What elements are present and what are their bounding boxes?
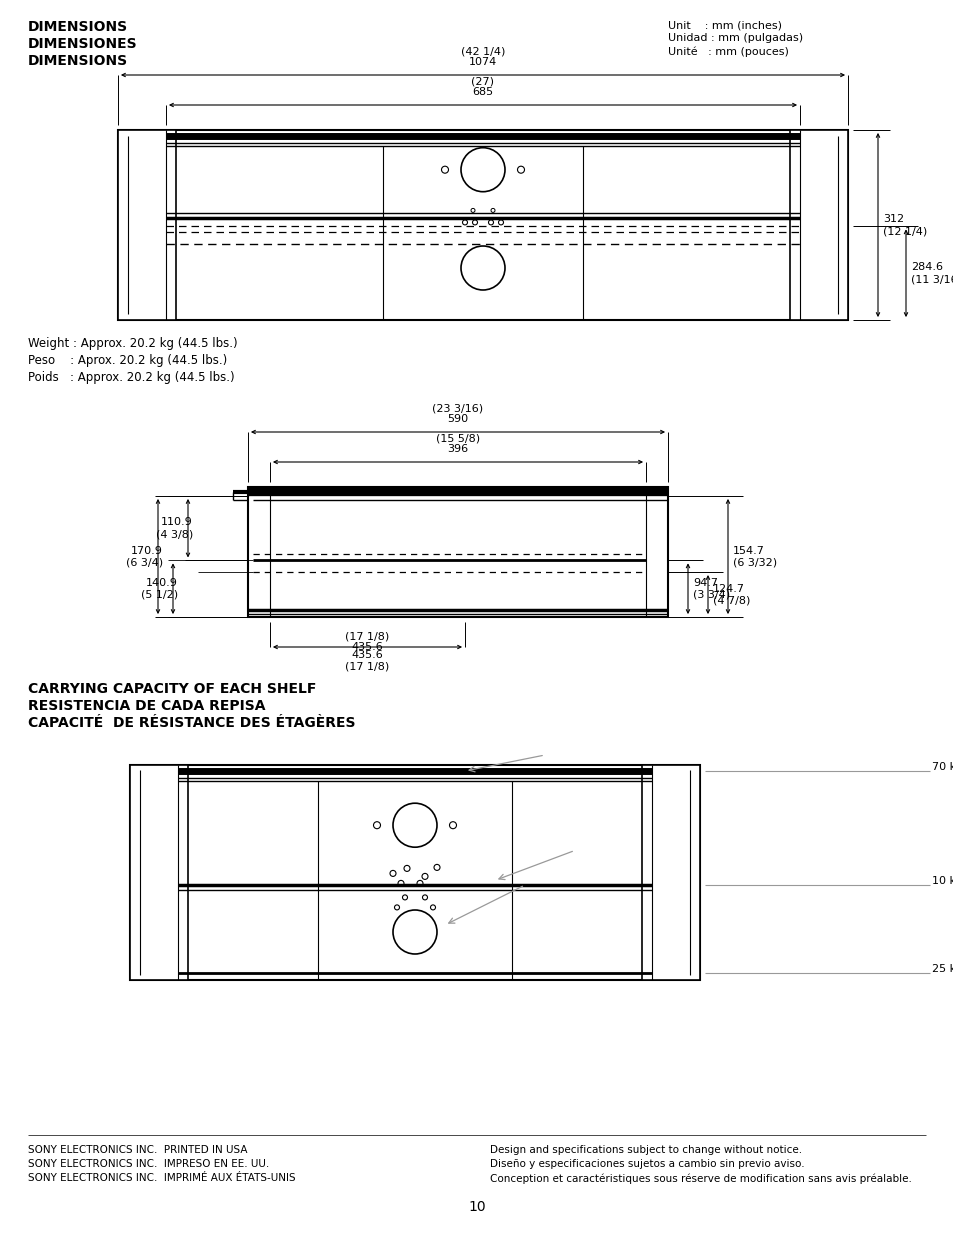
Text: (3 3/4): (3 3/4) [692,589,729,600]
Text: 110.9: 110.9 [161,517,193,527]
Text: 94.7: 94.7 [692,578,718,588]
Text: (12 1/4): (12 1/4) [882,226,926,236]
Text: 124.7: 124.7 [712,584,744,594]
Text: 154.7: 154.7 [732,546,764,556]
Text: (17 1/8): (17 1/8) [345,661,389,671]
Text: Peso    : Aprox. 20.2 kg (44.5 lbs.): Peso : Aprox. 20.2 kg (44.5 lbs.) [28,354,227,367]
Text: Weight : Approx. 20.2 kg (44.5 lbs.): Weight : Approx. 20.2 kg (44.5 lbs.) [28,337,237,350]
Text: DIMENSIONES: DIMENSIONES [28,37,137,51]
Text: (15 5/8): (15 5/8) [436,433,479,443]
Text: DIMENSIONS: DIMENSIONS [28,20,128,35]
Text: RESISTENCIA DE CADA REPISA: RESISTENCIA DE CADA REPISA [28,699,265,713]
Text: (17 1/8): (17 1/8) [345,631,389,641]
Text: (11 3/16): (11 3/16) [910,274,953,284]
Text: Unité   : mm (pouces): Unité : mm (pouces) [667,46,788,57]
Text: CARRYING CAPACITY OF EACH SHELF: CARRYING CAPACITY OF EACH SHELF [28,682,316,697]
Text: 284.6: 284.6 [910,262,942,272]
Text: SONY ELECTRONICS INC.  IMPRESO EN EE. UU.: SONY ELECTRONICS INC. IMPRESO EN EE. UU. [28,1158,269,1170]
Text: (6 3/4): (6 3/4) [126,557,163,568]
Text: (27): (27) [471,77,494,86]
Text: 590: 590 [447,414,468,424]
Text: (6 3/32): (6 3/32) [732,557,777,568]
Text: Design and specifications subject to change without notice.: Design and specifications subject to cha… [490,1145,801,1155]
Text: 170.9: 170.9 [131,546,163,556]
Bar [641,764,700,981]
Text: 1074: 1074 [468,57,497,67]
Text: 25 kg (55 lbs. 2 oz): 25 kg (55 lbs. 2 oz) [931,965,953,974]
Bar [118,130,847,320]
Text: 435.6: 435.6 [352,642,383,652]
Text: 312: 312 [882,214,903,224]
Bar [118,130,175,320]
Text: Poids   : Approx. 20.2 kg (44.5 lbs.): Poids : Approx. 20.2 kg (44.5 lbs.) [28,370,234,384]
Text: (23 3/16): (23 3/16) [432,403,483,412]
Bar [789,130,847,320]
Text: 10: 10 [468,1200,485,1214]
Text: SONY ELECTRONICS INC.  IMPRIMÉ AUX ÉTATS-UNIS: SONY ELECTRONICS INC. IMPRIMÉ AUX ÉTATS-… [28,1173,295,1183]
Text: (5 1/2): (5 1/2) [141,589,178,600]
Text: (4 7/8): (4 7/8) [712,595,750,605]
Bar [130,764,700,981]
Text: (42 1/4): (42 1/4) [460,46,505,56]
Text: 396: 396 [447,445,468,454]
Text: (4 3/8): (4 3/8) [155,530,193,540]
Text: 685: 685 [472,86,493,98]
Text: Unidad : mm (pulgadas): Unidad : mm (pulgadas) [667,33,802,43]
Text: Conception et caractéristiques sous réserve de modification sans avis préalable.: Conception et caractéristiques sous rése… [490,1173,911,1183]
Bar [130,764,188,981]
Text: 435.6: 435.6 [352,650,383,659]
Text: 10 kg (22 lbs. 1 oz): 10 kg (22 lbs. 1 oz) [931,877,953,887]
Text: Diseño y especificaciones sujetos a cambio sin previo aviso.: Diseño y especificaciones sujetos a camb… [490,1158,803,1170]
Bar [248,487,667,618]
Text: DIMENSIONS: DIMENSIONS [28,54,128,68]
Text: Unit    : mm (inches): Unit : mm (inches) [667,20,781,30]
Text: 140.9: 140.9 [146,578,178,588]
Text: 70 kg (154 lbs. 5 oz): 70 kg (154 lbs. 5 oz) [931,762,953,772]
Text: SONY ELECTRONICS INC.  PRINTED IN USA: SONY ELECTRONICS INC. PRINTED IN USA [28,1145,247,1155]
Text: CAPACITÉ  DE RÉSISTANCE DES ÉTAGÈRES: CAPACITÉ DE RÉSISTANCE DES ÉTAGÈRES [28,716,355,730]
